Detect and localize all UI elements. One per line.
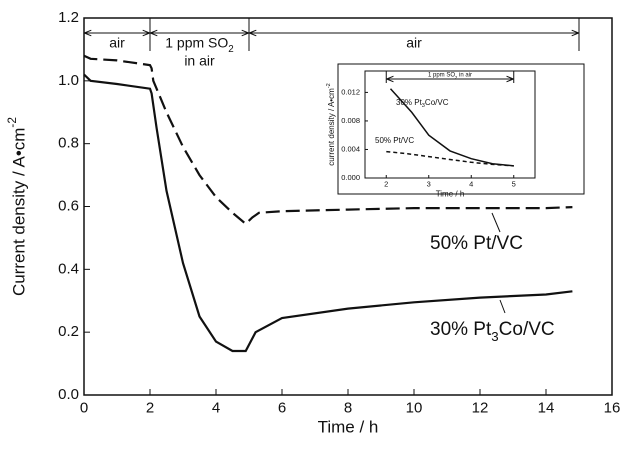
- x-tick-label: 10: [406, 399, 423, 416]
- series-label: 50% Pt/VC: [430, 233, 523, 254]
- region-label: air: [109, 35, 125, 51]
- region-label: in air: [184, 53, 215, 69]
- x-tick-label: 4: [469, 180, 473, 189]
- y-tick-label: 0.004: [341, 144, 360, 153]
- y-axis-label: Current density / A•cm-2: [5, 117, 28, 296]
- y-tick-label: 1.2: [58, 9, 79, 26]
- y-tick-label: 0.2: [58, 323, 79, 340]
- main-plot: 0 2 4 6 8 10 12 14 16 0.0 0.2 0.4 0.6 0.8 1.0 1.2 Time /…: [5, 9, 620, 437]
- x-tick-label: 4: [212, 399, 220, 416]
- region-label: air: [406, 35, 422, 51]
- x-tick-label: 6: [278, 399, 286, 416]
- region-label: 1 ppm SO2 in air: [428, 73, 472, 80]
- y-axis-label: current density / A•cm-2: [326, 83, 336, 165]
- x-tick-label: 2: [384, 180, 388, 189]
- series-line: [83, 54, 573, 226]
- series-line: [389, 88, 514, 167]
- x-tick-label: 2: [146, 399, 154, 416]
- y-tick-label: 1.0: [58, 72, 79, 89]
- x-axis-label: Time / h: [318, 417, 379, 436]
- inset: 2 3 4 5 0.000 0.004 0.008 0.012 Time / h current …: [326, 70, 536, 199]
- y-tick-label: 0.0: [58, 386, 79, 403]
- label-leader: [499, 299, 506, 314]
- label-leader: [491, 212, 501, 233]
- series-label: 30% Pt3Co/VC: [396, 98, 449, 109]
- inset-frame: [337, 63, 585, 195]
- x-tick-label: 16: [604, 399, 621, 416]
- y-tick-label: 0.6: [58, 197, 79, 214]
- series-line: [83, 73, 573, 353]
- x-tick-label: 8: [344, 399, 352, 416]
- y-tick-label: 0.8: [58, 135, 79, 152]
- x-tick-label: 14: [538, 399, 555, 416]
- y-tick-label: 0.4: [58, 260, 79, 277]
- x-tick-label: 5: [512, 180, 516, 189]
- y-tick-label: 0.000: [341, 173, 360, 182]
- series-line: [386, 150, 514, 167]
- x-tick-label: 3: [427, 180, 431, 189]
- y-tick-label: 0.008: [341, 116, 360, 125]
- series-label: 30% Pt3Co/VC: [430, 319, 555, 344]
- x-axis-label: Time / h: [436, 190, 465, 199]
- region-label: 1 ppm SO2: [165, 35, 233, 55]
- plot-frame: [364, 70, 536, 179]
- x-tick-label: 12: [472, 399, 489, 416]
- series-label: 50% Pt/VC: [375, 136, 414, 145]
- y-tick-label: 0.012: [341, 87, 360, 96]
- x-tick-label: 0: [80, 399, 88, 416]
